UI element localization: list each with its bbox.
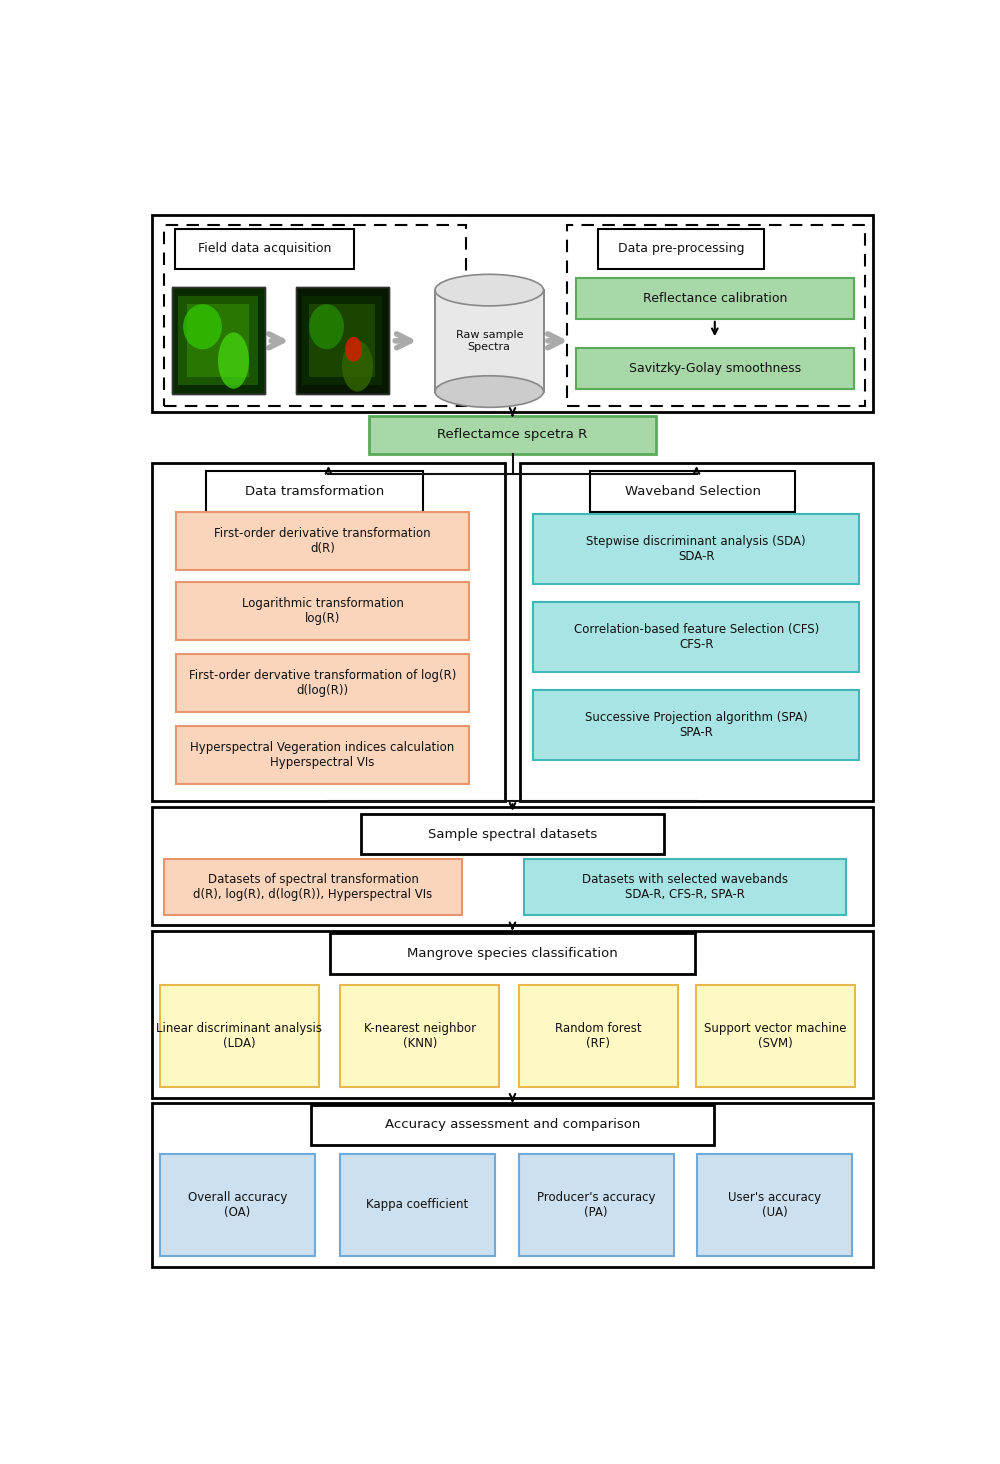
- Bar: [524, 859, 846, 915]
- Bar: [160, 985, 319, 1086]
- Ellipse shape: [218, 332, 249, 389]
- Bar: [172, 287, 264, 394]
- Text: Correlation-based feature Selection (CFS)
CFS-R: Correlation-based feature Selection (CFS…: [574, 622, 819, 650]
- Text: Datasets with selected wavebands
SDA-R, CFS-R, SPA-R: Datasets with selected wavebands SDA-R, …: [582, 873, 788, 900]
- Bar: [187, 305, 249, 378]
- Text: Savitzky-Golay smoothness: Savitzky-Golay smoothness: [629, 362, 801, 375]
- Ellipse shape: [309, 305, 344, 350]
- Bar: [598, 228, 764, 269]
- Bar: [435, 290, 544, 391]
- Bar: [697, 1154, 852, 1256]
- Bar: [206, 471, 423, 511]
- Text: Waveband Selection: Waveband Selection: [625, 485, 761, 498]
- Bar: [164, 225, 466, 406]
- Text: Overall accuracy
(OA): Overall accuracy (OA): [188, 1190, 287, 1220]
- Bar: [152, 463, 505, 801]
- Bar: [519, 1154, 674, 1256]
- Text: Stepwise discriminant analysis (SDA)
SDA-R: Stepwise discriminant analysis (SDA) SDA…: [586, 534, 806, 562]
- Text: Raw sample
Spectra: Raw sample Spectra: [456, 329, 523, 351]
- Bar: [164, 859, 462, 915]
- Bar: [172, 287, 264, 394]
- Bar: [533, 690, 859, 760]
- Text: Reflectamce spcetra R: Reflectamce spcetra R: [437, 429, 588, 442]
- Bar: [176, 581, 469, 640]
- Text: Random forest
(RF): Random forest (RF): [555, 1022, 641, 1050]
- Bar: [296, 287, 388, 394]
- Bar: [576, 278, 854, 319]
- Bar: [340, 1154, 495, 1256]
- Bar: [152, 1104, 873, 1266]
- Ellipse shape: [345, 337, 362, 362]
- Bar: [533, 602, 859, 672]
- Text: Accuracy assessment and comparison: Accuracy assessment and comparison: [385, 1118, 640, 1132]
- Bar: [175, 228, 354, 269]
- Text: Kappa coefficient: Kappa coefficient: [366, 1199, 468, 1211]
- Text: Support vector machine
(SVM): Support vector machine (SVM): [704, 1022, 847, 1050]
- Text: Logarithmic transformation
log(R): Logarithmic transformation log(R): [242, 597, 404, 625]
- Text: Data tramsformation: Data tramsformation: [245, 485, 384, 498]
- Bar: [152, 215, 873, 413]
- Bar: [519, 985, 678, 1086]
- Bar: [152, 807, 873, 925]
- Text: Reflectance calibration: Reflectance calibration: [643, 291, 787, 305]
- Ellipse shape: [435, 376, 544, 407]
- Bar: [152, 931, 873, 1098]
- Bar: [567, 225, 865, 406]
- Text: User's accuracy
(UA): User's accuracy (UA): [728, 1190, 821, 1220]
- Bar: [369, 416, 656, 454]
- Text: First-order dervative transformation of log(R)
d(log(R)): First-order dervative transformation of …: [189, 669, 456, 697]
- Text: Producer's accuracy
(PA): Producer's accuracy (PA): [537, 1190, 655, 1220]
- Ellipse shape: [342, 341, 373, 391]
- Text: Sample spectral datasets: Sample spectral datasets: [428, 827, 597, 840]
- Text: Linear discriminant analysis
(LDA): Linear discriminant analysis (LDA): [156, 1022, 322, 1050]
- Bar: [176, 511, 469, 571]
- Bar: [302, 296, 382, 385]
- Text: Field data acquisition: Field data acquisition: [198, 243, 331, 255]
- Bar: [576, 348, 854, 389]
- Text: Datasets of spectral transformation
d(R), log(R), d(log(R)), Hyperspectral VIs: Datasets of spectral transformation d(R)…: [193, 873, 433, 900]
- Bar: [590, 471, 795, 511]
- Text: Hyperspectral Vegeration indices calculation
Hyperspectral VIs: Hyperspectral Vegeration indices calcula…: [190, 741, 455, 769]
- Text: Successive Projection algorithm (SPA)
SPA-R: Successive Projection algorithm (SPA) SP…: [585, 710, 807, 739]
- Bar: [696, 985, 855, 1086]
- Text: First-order derivative transformation
d(R): First-order derivative transformation d(…: [214, 527, 431, 555]
- Bar: [176, 726, 469, 785]
- Bar: [178, 296, 258, 385]
- Bar: [296, 287, 388, 394]
- Text: K-nearest neighbor
(KNN): K-nearest neighbor (KNN): [364, 1022, 476, 1050]
- Bar: [340, 985, 499, 1086]
- Bar: [176, 653, 469, 713]
- Bar: [160, 1154, 315, 1256]
- Bar: [311, 1104, 714, 1145]
- Bar: [330, 933, 695, 974]
- Text: Data pre-processing: Data pre-processing: [618, 243, 745, 255]
- Ellipse shape: [183, 305, 222, 350]
- Bar: [361, 814, 664, 855]
- Bar: [309, 305, 375, 378]
- Text: Mangrove species classification: Mangrove species classification: [407, 947, 618, 960]
- Bar: [520, 463, 873, 801]
- Bar: [533, 514, 859, 584]
- Ellipse shape: [435, 274, 544, 306]
